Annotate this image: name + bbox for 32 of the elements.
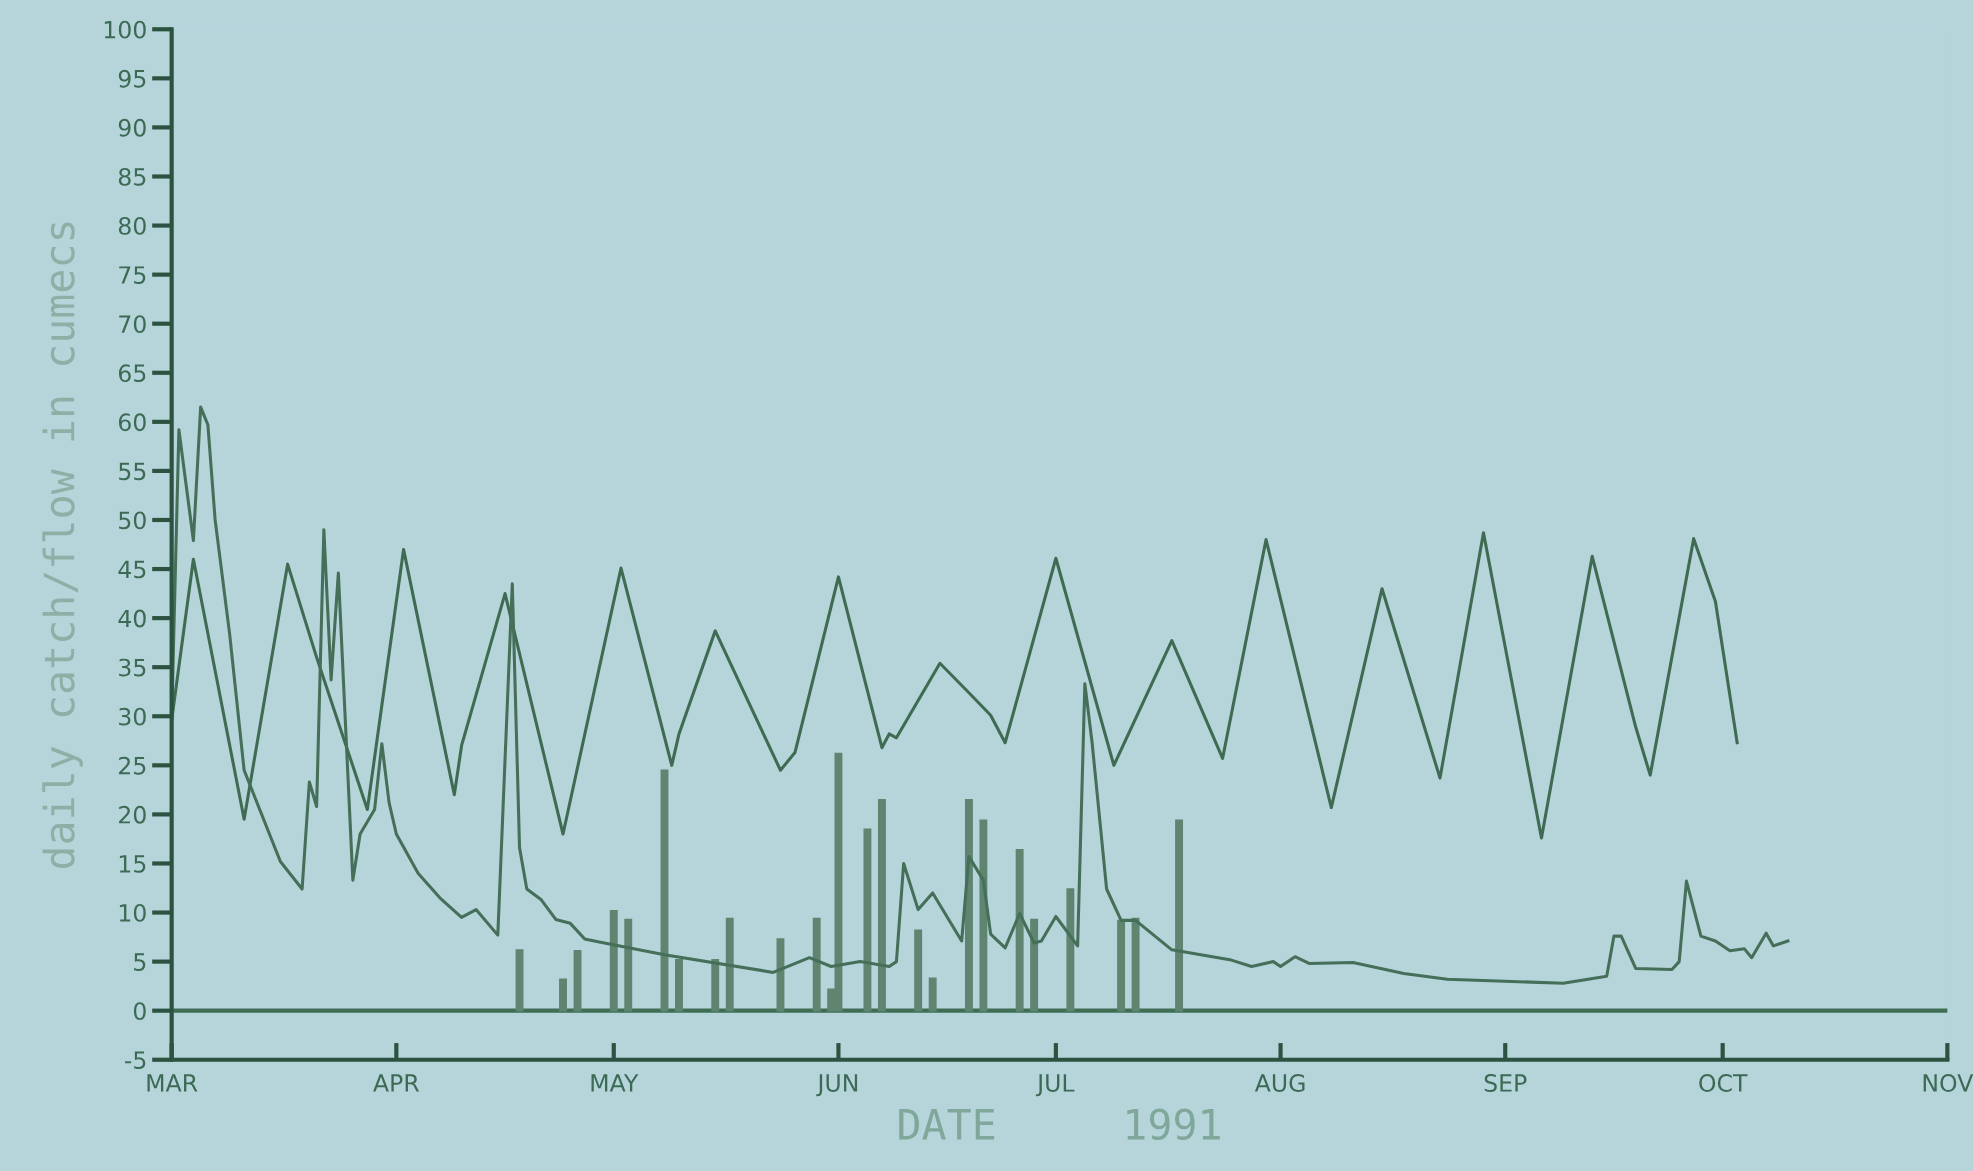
x-tick-label: OCT — [1699, 1074, 1748, 1092]
y-tick-label: 15 — [119, 855, 146, 873]
x-tick-label: MAY — [591, 1074, 639, 1092]
y-tick-label: 5 — [134, 953, 146, 971]
y-tick-label: 75 — [119, 266, 146, 284]
y-tick-label: 60 — [118, 413, 146, 432]
x-tick-label: JUL — [1035, 1074, 1075, 1097]
y-tick-label: 10 — [119, 903, 146, 922]
x-axis-title: DATE 1991 — [899, 1108, 1220, 1141]
x-tick-label: AUG — [1254, 1074, 1305, 1092]
y-tick-label: 100 — [104, 20, 146, 39]
y-tick-label: 50 — [119, 511, 146, 530]
y-tick-label: 35 — [119, 658, 146, 677]
x-tick-label: SEP — [1484, 1074, 1527, 1092]
y-tick-label: 45 — [118, 560, 146, 579]
y-tick-label: 70 — [119, 315, 146, 333]
x-tick-label: APR — [373, 1074, 420, 1092]
x-tick-label: JUN — [816, 1074, 858, 1097]
y-tick-label: 55 — [119, 462, 146, 481]
y-tick-label: 90 — [118, 118, 146, 137]
y-tick-label: 20 — [119, 805, 146, 824]
y-tick-label: 0 — [133, 1002, 146, 1020]
x-tick-label: NOV — [1923, 1074, 1973, 1092]
y-tick-label: 85 — [118, 167, 146, 186]
x-tick-label: MAR — [147, 1074, 198, 1092]
y-tick-label: 65 — [118, 364, 146, 383]
y-tick-label: 95 — [118, 69, 146, 88]
y-tick-label: -5 — [124, 1051, 146, 1070]
y-tick-label: 25 — [119, 756, 146, 775]
y-tick-label: 40 — [118, 609, 146, 628]
y-tick-label: 30 — [119, 707, 146, 726]
y-tick-label: 80 — [118, 217, 146, 235]
